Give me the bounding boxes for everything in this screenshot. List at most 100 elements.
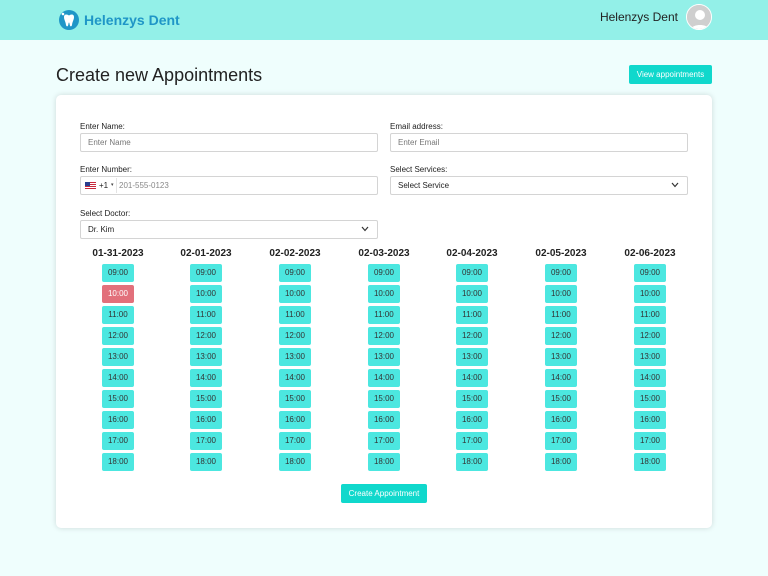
time-slot[interactable]: 10:00: [279, 285, 311, 303]
time-slot[interactable]: 09:00: [279, 264, 311, 282]
top-navbar: Helenzys Dent Helenzys Dent: [0, 0, 768, 40]
country-code: +1: [99, 181, 109, 190]
time-slot[interactable]: 09:00: [545, 264, 577, 282]
time-slot[interactable]: 16:00: [190, 411, 222, 429]
time-slot[interactable]: 18:00: [368, 453, 400, 471]
time-slot[interactable]: 14:00: [102, 369, 134, 387]
services-select[interactable]: Select Service: [390, 176, 688, 195]
time-slot[interactable]: 14:00: [368, 369, 400, 387]
time-slot[interactable]: 18:00: [190, 453, 222, 471]
country-caret-icon[interactable]: ▾: [111, 182, 114, 188]
time-slot[interactable]: 12:00: [368, 327, 400, 345]
time-slot[interactable]: 10:00: [634, 285, 666, 303]
time-slot[interactable]: 17:00: [190, 432, 222, 450]
time-slot[interactable]: 12:00: [279, 327, 311, 345]
time-slot[interactable]: 11:00: [279, 306, 311, 324]
time-slot[interactable]: 10:00: [545, 285, 577, 303]
time-slot-list: 09:00 10:00 11:00 12:00 13:00 14:00 15:00 16:00…: [78, 264, 158, 471]
us-flag-icon[interactable]: [85, 182, 96, 189]
time-slot[interactable]: 09:00: [102, 264, 134, 282]
time-slot[interactable]: 14:00: [634, 369, 666, 387]
time-slot[interactable]: 17:00: [279, 432, 311, 450]
time-slot[interactable]: 13:00: [279, 348, 311, 366]
time-slot-list: 09:00 10:00 11:00 12:00 13:00 14:00 15:00 16:00…: [432, 264, 512, 471]
time-slot[interactable]: 17:00: [456, 432, 488, 450]
time-slot[interactable]: 10:00: [190, 285, 222, 303]
time-slot[interactable]: 11:00: [545, 306, 577, 324]
time-slot[interactable]: 09:00: [190, 264, 222, 282]
time-slot[interactable]: 17:00: [545, 432, 577, 450]
time-slot[interactable]: 16:00: [456, 411, 488, 429]
time-slot[interactable]: 12:00: [634, 327, 666, 345]
name-input[interactable]: Enter Name: [80, 133, 378, 152]
time-slot[interactable]: 10:00: [368, 285, 400, 303]
phone-divider: [116, 178, 117, 193]
time-slot[interactable]: 14:00: [545, 369, 577, 387]
time-slot[interactable]: 11:00: [456, 306, 488, 324]
page-title: Create new Appointments: [56, 65, 263, 85]
time-slot[interactable]: 17:00: [102, 432, 134, 450]
time-slot[interactable]: 16:00: [545, 411, 577, 429]
time-slot[interactable]: 17:00: [634, 432, 666, 450]
phone-placeholder: 201-555-0123: [119, 181, 169, 190]
day-column: 02-03-2023 09:00 10:00 11:00 12:00 13:00 14:00…: [344, 247, 424, 471]
time-slot[interactable]: 18:00: [279, 453, 311, 471]
time-slot[interactable]: 15:00: [634, 390, 666, 408]
time-slot[interactable]: 15:00: [190, 390, 222, 408]
doctor-select[interactable]: Dr. Kim: [80, 220, 378, 239]
time-slot[interactable]: 18:00: [456, 453, 488, 471]
time-slot-booked[interactable]: 10:00: [102, 285, 134, 303]
time-slot[interactable]: 13:00: [456, 348, 488, 366]
time-slot[interactable]: 16:00: [279, 411, 311, 429]
time-slot[interactable]: 11:00: [190, 306, 222, 324]
time-slot[interactable]: 12:00: [102, 327, 134, 345]
doctor-label: Select Doctor:: [80, 209, 131, 218]
day-column: 02-05-2023 09:00 10:00 11:00 12:00 13:00 14:00…: [521, 247, 601, 471]
time-slot[interactable]: 13:00: [102, 348, 134, 366]
services-value: Select Service: [398, 181, 450, 190]
time-slot[interactable]: 16:00: [102, 411, 134, 429]
time-slot[interactable]: 14:00: [456, 369, 488, 387]
user-name: Helenzys Dent: [599, 10, 678, 24]
time-slot[interactable]: 11:00: [368, 306, 400, 324]
time-slot[interactable]: 15:00: [456, 390, 488, 408]
time-slot[interactable]: 16:00: [634, 411, 666, 429]
email-label: Email address:: [390, 122, 443, 131]
brand-name: Helenzys Dent: [84, 12, 180, 28]
view-appointments-button[interactable]: View appointments: [629, 65, 712, 84]
time-slot[interactable]: 13:00: [190, 348, 222, 366]
time-slot[interactable]: 12:00: [456, 327, 488, 345]
day-date: 02-03-2023: [358, 248, 410, 259]
time-slot[interactable]: 12:00: [190, 327, 222, 345]
time-slot[interactable]: 18:00: [545, 453, 577, 471]
phone-input[interactable]: +1 ▾ 201-555-0123: [80, 176, 378, 195]
time-slot[interactable]: 13:00: [368, 348, 400, 366]
time-slot[interactable]: 13:00: [634, 348, 666, 366]
time-slot[interactable]: 15:00: [279, 390, 311, 408]
time-slot[interactable]: 17:00: [368, 432, 400, 450]
brand[interactable]: Helenzys Dent: [58, 9, 180, 31]
time-slot[interactable]: 11:00: [102, 306, 134, 324]
create-appointment-button[interactable]: Create Appointment: [341, 484, 427, 503]
time-slot[interactable]: 09:00: [456, 264, 488, 282]
time-slot[interactable]: 15:00: [102, 390, 134, 408]
day-column: 01-31-2023 09:00 10:00 11:00 12:00 13:00 14:00…: [78, 247, 158, 471]
time-slot[interactable]: 09:00: [368, 264, 400, 282]
time-slot[interactable]: 14:00: [190, 369, 222, 387]
time-slot[interactable]: 09:00: [634, 264, 666, 282]
time-slot[interactable]: 15:00: [368, 390, 400, 408]
time-slot[interactable]: 18:00: [102, 453, 134, 471]
time-slot[interactable]: 18:00: [634, 453, 666, 471]
time-slot[interactable]: 16:00: [368, 411, 400, 429]
time-slot[interactable]: 14:00: [279, 369, 311, 387]
time-slot[interactable]: 10:00: [456, 285, 488, 303]
time-slot[interactable]: 11:00: [634, 306, 666, 324]
email-input[interactable]: Enter Email: [390, 133, 688, 152]
time-slot[interactable]: 13:00: [545, 348, 577, 366]
day-date: 02-02-2023: [269, 248, 321, 259]
time-slot[interactable]: 12:00: [545, 327, 577, 345]
time-slot[interactable]: 15:00: [545, 390, 577, 408]
phone-label: Enter Number:: [80, 165, 133, 174]
user-menu[interactable]: Helenzys Dent: [600, 4, 712, 30]
user-avatar-icon[interactable]: [686, 4, 712, 30]
